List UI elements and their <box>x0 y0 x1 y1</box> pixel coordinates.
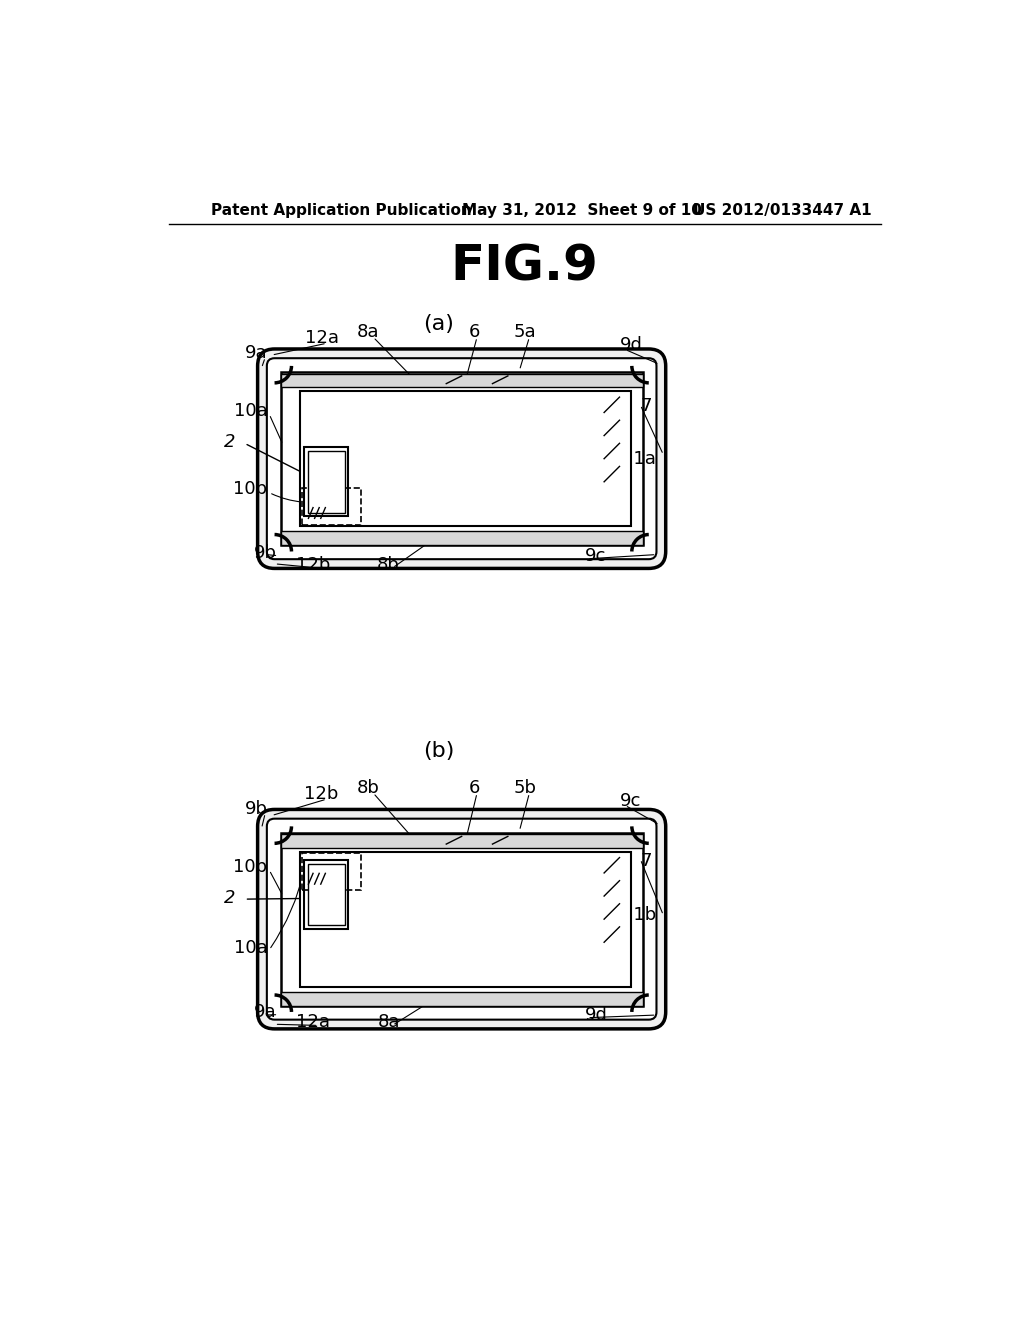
Bar <box>281 532 643 545</box>
Text: 9c: 9c <box>585 546 606 565</box>
Text: FIG.9: FIG.9 <box>451 242 599 290</box>
Text: (b): (b) <box>423 742 455 762</box>
Text: 6: 6 <box>469 779 480 797</box>
Text: 7: 7 <box>640 397 652 416</box>
FancyBboxPatch shape <box>258 809 666 1028</box>
Bar <box>304 859 348 929</box>
Text: 9d: 9d <box>585 1006 607 1023</box>
Text: 7: 7 <box>640 851 652 870</box>
Bar <box>281 374 643 388</box>
Text: 2: 2 <box>224 433 236 450</box>
Text: US 2012/0133447 A1: US 2012/0133447 A1 <box>692 203 871 218</box>
Text: Patent Application Publication: Patent Application Publication <box>211 203 472 218</box>
Text: 8b: 8b <box>356 779 379 797</box>
Text: 9a: 9a <box>245 345 267 362</box>
Bar <box>302 487 360 524</box>
Bar <box>300 851 631 986</box>
Text: (a): (a) <box>423 314 454 334</box>
Bar <box>307 451 345 512</box>
Text: 8a: 8a <box>377 1014 399 1031</box>
Bar <box>300 391 631 527</box>
Text: 2: 2 <box>224 888 236 907</box>
Bar <box>281 991 643 1006</box>
Text: 11a: 11a <box>622 450 655 467</box>
Text: 10a: 10a <box>233 939 267 957</box>
Text: 11b: 11b <box>622 907 656 924</box>
Text: 6: 6 <box>469 322 480 341</box>
Text: 8b: 8b <box>377 556 400 574</box>
Bar <box>304 447 348 516</box>
Text: 5a: 5a <box>513 322 537 341</box>
Bar <box>281 834 643 847</box>
Text: 12b: 12b <box>296 556 330 574</box>
Bar <box>281 833 643 1006</box>
Text: May 31, 2012  Sheet 9 of 10: May 31, 2012 Sheet 9 of 10 <box>462 203 701 218</box>
Text: 10b: 10b <box>233 858 267 875</box>
FancyBboxPatch shape <box>267 358 656 560</box>
FancyBboxPatch shape <box>258 348 666 569</box>
Bar <box>281 372 643 545</box>
Text: 8a: 8a <box>356 322 379 341</box>
Text: 10b: 10b <box>233 480 267 499</box>
Bar <box>302 853 360 890</box>
Text: 12b: 12b <box>304 784 339 803</box>
Text: 9b: 9b <box>245 800 267 818</box>
Bar <box>307 863 345 925</box>
FancyBboxPatch shape <box>267 818 656 1019</box>
Text: 9b: 9b <box>254 544 276 562</box>
Text: 12a: 12a <box>304 329 339 347</box>
Text: 10a: 10a <box>233 403 267 420</box>
Text: 9d: 9d <box>620 335 642 354</box>
Text: 5b: 5b <box>513 779 537 797</box>
Text: 9a: 9a <box>254 1003 276 1020</box>
Text: 9c: 9c <box>620 792 641 810</box>
Text: 12a: 12a <box>296 1014 330 1031</box>
